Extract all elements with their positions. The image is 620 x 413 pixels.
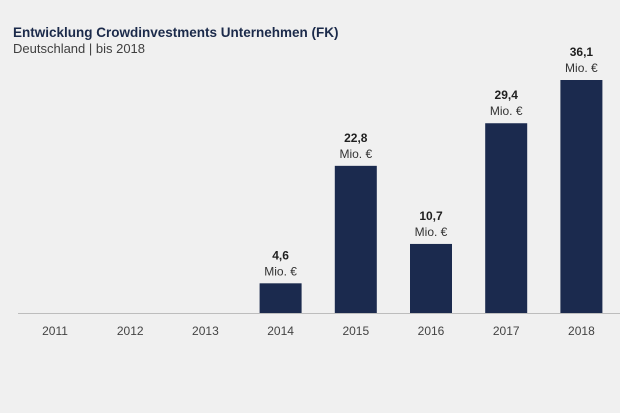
unit-label-2018: Mio. € [565, 61, 598, 75]
bar-2014 [259, 283, 302, 313]
unit-label-2014: Mio. € [264, 264, 297, 278]
x-tick-2016: 2016 [418, 324, 445, 338]
x-tick-2011: 2011 [42, 324, 68, 338]
x-tick-2017: 2017 [493, 324, 520, 338]
x-tick-2014: 2014 [267, 324, 294, 338]
unit-label-2015: Mio. € [339, 147, 372, 161]
bar-2016 [410, 243, 452, 313]
data-label-2015: 22,8 [344, 131, 368, 145]
data-label-2018: 36,1 [570, 45, 594, 59]
data-label-2017: 29,4 [495, 88, 519, 102]
bar-2018 [560, 80, 603, 313]
x-tick-2013: 2013 [192, 324, 219, 338]
bar-2015 [334, 165, 377, 313]
data-label-2016: 10,7 [419, 209, 443, 223]
data-label-2014: 4,6 [272, 248, 289, 262]
x-tick-2012: 2012 [117, 324, 144, 338]
unit-label-2017: Mio. € [490, 104, 523, 118]
unit-label-2016: Mio. € [415, 225, 448, 239]
bar-2017 [485, 123, 528, 313]
x-tick-2015: 2015 [342, 324, 369, 338]
chart-subtitle: Deutschland | bis 2018 [13, 41, 146, 56]
chart-title: Entwicklung Crowdinvestments Unternehmen… [13, 25, 339, 40]
x-tick-2018: 2018 [568, 324, 595, 338]
